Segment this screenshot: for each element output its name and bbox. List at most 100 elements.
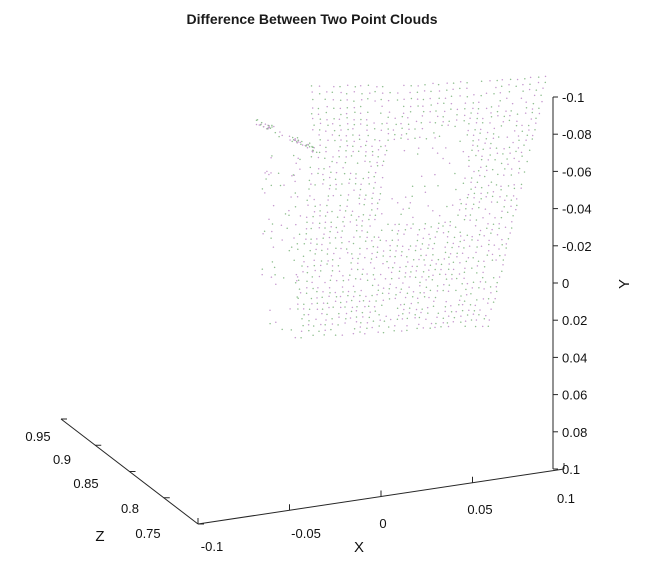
cloud-point — [384, 154, 386, 156]
cloud-point — [409, 276, 411, 278]
cloud-point — [396, 245, 399, 247]
cloud-point — [531, 108, 534, 110]
cloud-point — [330, 221, 332, 223]
cloud-point — [374, 90, 376, 93]
cloud-point — [269, 127, 272, 129]
cloud-point — [345, 317, 347, 320]
cloud-point — [438, 135, 441, 138]
cloud-point — [471, 235, 473, 238]
cloud-point — [312, 287, 314, 290]
cloud-point — [411, 296, 414, 298]
cloud-point — [264, 172, 266, 174]
cloud-point — [345, 301, 348, 303]
cloud-point — [334, 300, 337, 303]
cloud-point — [522, 90, 524, 92]
cloud-point — [372, 245, 375, 248]
cloud-point — [464, 177, 466, 179]
cloud-point — [480, 245, 483, 248]
cloud-point — [378, 139, 381, 142]
cloud-point — [427, 205, 429, 207]
cloud-point — [397, 229, 400, 232]
cloud-point — [537, 81, 540, 84]
cloud-point — [447, 315, 450, 317]
cloud-point — [421, 115, 424, 117]
cloud-point — [417, 105, 419, 107]
cloud-point — [403, 308, 405, 311]
cloud-point — [437, 184, 439, 187]
cloud-point — [316, 308, 319, 310]
cloud-point — [518, 139, 520, 142]
cloud-point — [359, 123, 362, 125]
cloud-point — [378, 325, 380, 327]
cloud-point — [443, 110, 446, 113]
cloud-point — [462, 182, 465, 185]
cloud-point — [303, 314, 305, 316]
cloud-point — [352, 134, 354, 136]
cloud-point — [333, 107, 335, 110]
cloud-point — [271, 155, 273, 157]
z-tick-label: 0.9 — [53, 452, 71, 467]
cloud-point — [330, 226, 332, 228]
cloud-point — [416, 98, 419, 100]
cloud-point — [425, 254, 427, 256]
cloud-point — [295, 140, 298, 143]
cloud-point — [425, 137, 428, 140]
cloud-point — [512, 141, 514, 144]
cloud-point — [341, 334, 344, 336]
cloud-point — [467, 193, 470, 196]
cloud-point — [531, 111, 534, 114]
cloud-point — [476, 117, 478, 120]
cloud-point — [310, 238, 312, 240]
cloud-point — [440, 325, 442, 328]
cloud-point — [373, 128, 376, 130]
cloud-point — [350, 299, 353, 302]
cloud-point — [366, 247, 368, 250]
cloud-point — [447, 325, 450, 328]
cloud-point — [396, 307, 399, 310]
cloud-point — [482, 298, 485, 300]
cloud-point — [460, 295, 462, 297]
cloud-point — [469, 303, 472, 306]
cloud-point — [380, 186, 382, 188]
cloud-point — [291, 140, 293, 143]
cloud-point — [491, 253, 494, 256]
cloud-point — [500, 125, 503, 127]
cloud-point — [362, 316, 364, 318]
cloud-point — [295, 223, 297, 226]
cloud-point — [517, 172, 520, 174]
cloud-point — [333, 117, 335, 120]
cloud-point — [461, 309, 464, 312]
cloud-point — [358, 197, 360, 200]
cloud-point — [371, 209, 373, 211]
cloud-point — [402, 112, 405, 114]
cloud-point — [496, 79, 498, 82]
cloud-point — [314, 269, 316, 272]
cloud-point — [398, 223, 400, 226]
cloud-point — [292, 154, 295, 157]
cloud-point — [473, 192, 476, 195]
z-tick-label: 0.75 — [135, 526, 160, 541]
cloud-point — [402, 208, 404, 210]
cloud-point — [278, 135, 280, 138]
cloud-point — [506, 97, 508, 100]
cloud-point — [378, 314, 380, 316]
cloud-point — [328, 188, 331, 190]
cloud-point — [451, 204, 454, 206]
y-tick-label: 0.1 — [562, 462, 580, 477]
cloud-point — [295, 162, 297, 164]
cloud-point — [330, 171, 332, 174]
cloud-point — [341, 241, 343, 244]
cloud-point — [497, 173, 499, 176]
cloud-point — [407, 123, 410, 125]
cloud-point — [346, 122, 349, 125]
cloud-point — [310, 112, 313, 115]
cloud-point — [510, 174, 513, 176]
cloud-point — [452, 242, 455, 245]
cloud-point — [382, 331, 385, 334]
cloud-point — [341, 230, 343, 232]
cloud-point — [296, 242, 299, 245]
cloud-point — [318, 134, 320, 136]
cloud-point — [477, 107, 480, 110]
y-tick-label: -0.06 — [562, 164, 592, 179]
cloud-point — [332, 156, 334, 158]
